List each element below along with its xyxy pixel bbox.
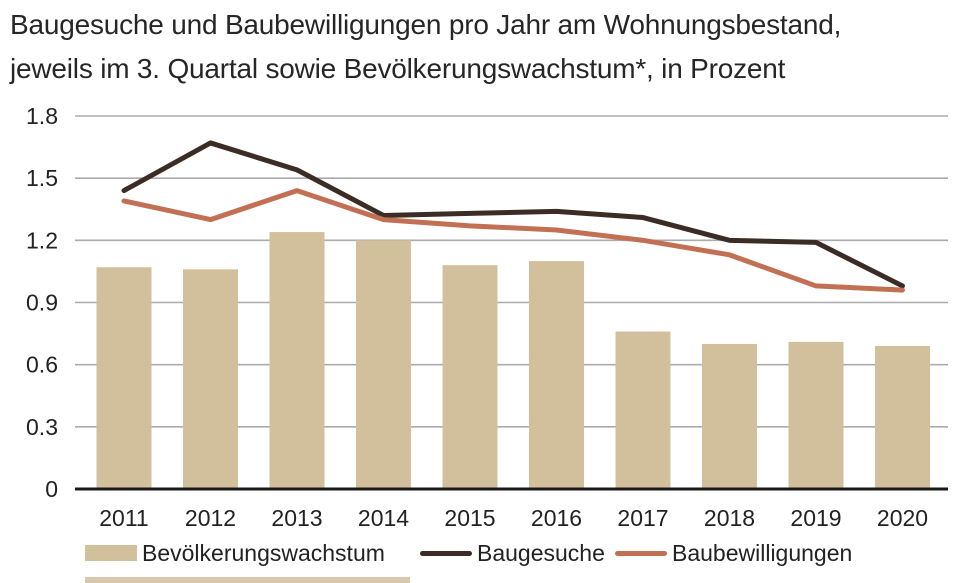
y-tick-label: 1.5 <box>26 165 58 191</box>
line-swatch-icon <box>420 550 472 556</box>
legend-label: Baugesuche <box>477 539 605 566</box>
bar-2012 <box>183 269 238 489</box>
x-tick-label: 2011 <box>99 505 148 531</box>
chart-title-line-2: jeweils im 3. Quartal sowie Bevölkerungs… <box>10 53 786 84</box>
bar-2017 <box>615 331 671 489</box>
legend-label: Baubewilligungen <box>672 539 853 566</box>
y-tick-label: 1.2 <box>26 227 58 253</box>
x-tick-label: 2020 <box>877 505 928 531</box>
bar-2011 <box>96 267 152 489</box>
bar-2015 <box>442 265 498 489</box>
x-tick-label: 2018 <box>704 505 755 531</box>
bar-2014 <box>356 240 411 489</box>
x-tick-label: 2013 <box>271 505 322 531</box>
line-baubewilligungen <box>121 188 905 293</box>
legend-item-bevoelkerungswachstum: Bevölkerungswachstum <box>85 540 385 566</box>
chart-title: Baugesuche und Baubewilligungen pro Jahr… <box>10 3 841 91</box>
y-tick-label: 0.3 <box>26 414 58 440</box>
bar-2016 <box>529 261 584 489</box>
legend-label: Bevölkerungswachstum <box>142 539 385 566</box>
x-tick-label: 2014 <box>358 505 409 531</box>
line-baugesuche <box>121 140 905 289</box>
y-tick-label: 0.9 <box>26 290 58 316</box>
y-tick-label: 1.8 <box>26 103 58 129</box>
x-tick-label: 2015 <box>444 505 495 531</box>
y-tick-label: 0.6 <box>26 352 58 378</box>
legend-item-baubewilligungen: Baubewilligungen <box>615 540 852 566</box>
bar-swatch-icon <box>85 545 137 561</box>
line-swatch-icon <box>615 550 667 556</box>
bar-2018 <box>702 343 757 489</box>
chart-title-line-1: Baugesuche und Baubewilligungen pro Jahr… <box>10 9 842 40</box>
y-tick-label: 0 <box>45 476 58 502</box>
legend-item-baugesuche: Baugesuche <box>420 540 605 566</box>
bar-2019 <box>788 341 844 489</box>
bar-2013 <box>269 232 325 490</box>
cropped-bottom-element <box>85 577 410 583</box>
x-tick-label: 2012 <box>185 505 236 531</box>
x-tick-label: 2017 <box>617 505 668 531</box>
x-tick-label: 2016 <box>531 505 582 531</box>
bar-2020 <box>875 346 930 489</box>
x-tick-label: 2019 <box>790 505 841 531</box>
